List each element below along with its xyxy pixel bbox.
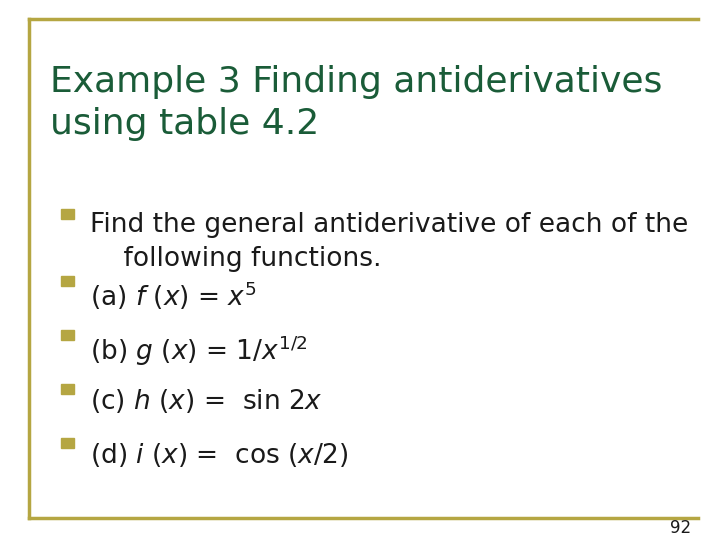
Text: 92: 92 [670,519,691,537]
FancyBboxPatch shape [61,384,74,394]
Text: (b) $g$ ($x$) = 1/$x^{1/2}$: (b) $g$ ($x$) = 1/$x^{1/2}$ [90,333,307,368]
FancyBboxPatch shape [61,438,74,448]
Text: (c) $h$ ($x$) =  sin 2$x$: (c) $h$ ($x$) = sin 2$x$ [90,387,323,415]
FancyBboxPatch shape [61,209,74,219]
FancyBboxPatch shape [61,276,74,286]
FancyBboxPatch shape [61,330,74,340]
Text: Example 3 Finding antiderivatives
using table 4.2: Example 3 Finding antiderivatives using … [50,65,663,141]
Text: Find the general antiderivative of each of the
    following functions.: Find the general antiderivative of each … [90,212,688,272]
Text: (a) $f$ ($x$) = $x^5$: (a) $f$ ($x$) = $x^5$ [90,279,257,312]
Text: (d) $i$ ($x$) =  cos ($x$/2): (d) $i$ ($x$) = cos ($x$/2) [90,441,348,469]
